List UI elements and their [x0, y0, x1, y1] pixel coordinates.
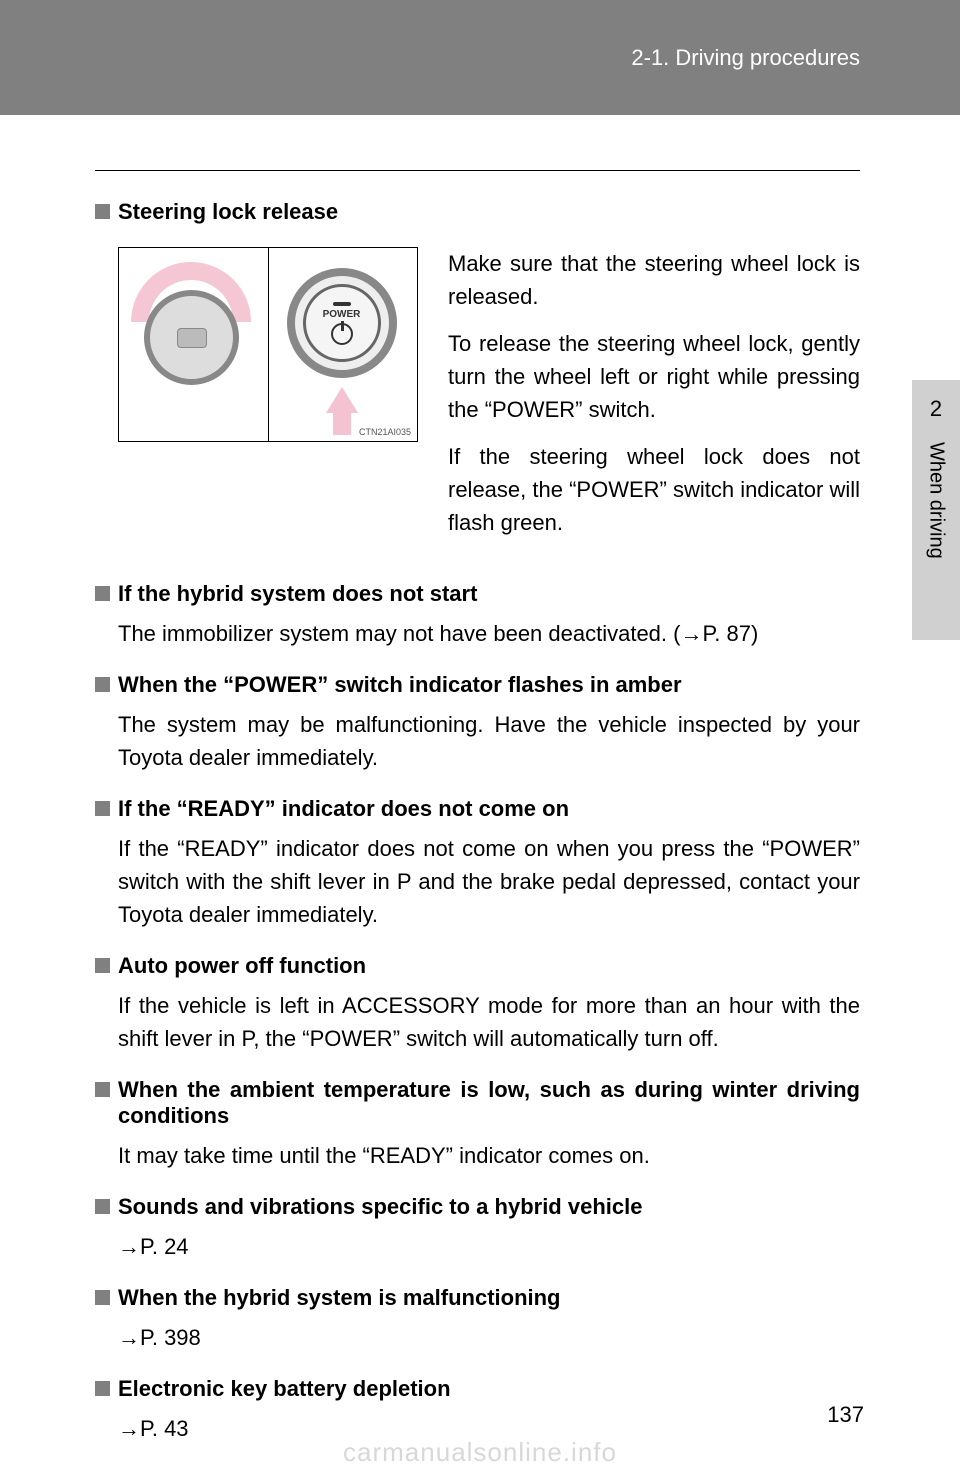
figure-paragraph: To release the steering wheel lock, gent…	[448, 327, 860, 426]
section-body: The system may be malfunctioning. Have t…	[118, 708, 860, 774]
section: When the ambient temperature is low, suc…	[95, 1077, 860, 1172]
section-title: When the hybrid system is malfunctioning	[118, 1285, 860, 1311]
section-heading: If the hybrid system does not start	[95, 581, 860, 607]
section-heading: When the ambient temperature is low, suc…	[95, 1077, 860, 1129]
figure-paragraph: If the steering wheel lock does not rele…	[448, 440, 860, 539]
bullet-icon	[95, 1199, 110, 1214]
section-body: If the vehicle is left in ACCESSORY mode…	[118, 989, 860, 1055]
divider	[95, 170, 860, 171]
section-body: If the “READY” indicator does not come o…	[118, 832, 860, 931]
section-heading: Electronic key battery depletion	[95, 1376, 860, 1402]
steering-hub-icon	[177, 328, 207, 348]
page-number: 137	[827, 1402, 864, 1428]
figure-caption: CTN21AI035	[359, 427, 411, 437]
bullet-icon	[95, 1290, 110, 1305]
bullet-icon	[95, 1381, 110, 1396]
section-title: Electronic key battery depletion	[118, 1376, 860, 1402]
section-title: If the hybrid system does not start	[118, 581, 860, 607]
side-tab: 2 When driving	[912, 380, 960, 640]
bullet-icon	[95, 586, 110, 601]
bullet-icon	[95, 204, 110, 219]
section-body: →P. 398	[118, 1321, 860, 1354]
power-symbol-icon	[331, 323, 353, 345]
bullet-icon	[95, 677, 110, 692]
section-title: When the ambient temperature is low, suc…	[118, 1077, 860, 1129]
chapter-number: 2	[912, 380, 960, 422]
breadcrumb: 2-1. Driving procedures	[631, 45, 860, 71]
figure-illustration: POWER CTN21AI035	[118, 247, 418, 442]
section: Electronic key battery depletion →P. 43	[95, 1376, 860, 1445]
watermark: carmanualsonline.info	[0, 1437, 960, 1468]
section: If the hybrid system does not start The …	[95, 581, 860, 650]
section-body: →P. 24	[118, 1230, 860, 1263]
chapter-label: When driving	[925, 442, 948, 559]
section-heading: When the “POWER” switch indicator flashe…	[95, 672, 860, 698]
section-body: The immobilizer system may not have been…	[118, 617, 860, 650]
header-banner: 2-1. Driving procedures	[0, 0, 960, 115]
up-arrow-stem-icon	[333, 409, 351, 435]
section-heading: When the hybrid system is malfunctioning	[95, 1285, 860, 1311]
section-body: It may take time until the “READY” indic…	[118, 1139, 860, 1172]
figure-text: Make sure that the steering wheel lock i…	[448, 247, 860, 553]
section-heading: Sounds and vibrations specific to a hybr…	[95, 1194, 860, 1220]
figure-power-button: POWER CTN21AI035	[268, 248, 418, 441]
section: If the “READY” indicator does not come o…	[95, 796, 860, 931]
section: Sounds and vibrations specific to a hybr…	[95, 1194, 860, 1263]
section-title: If the “READY” indicator does not come o…	[118, 796, 860, 822]
section-title: When the “POWER” switch indicator flashe…	[118, 672, 860, 698]
figure-paragraph: Make sure that the steering wheel lock i…	[448, 247, 860, 313]
power-button-label: POWER	[323, 309, 361, 320]
section-heading: Steering lock release	[95, 199, 860, 225]
figure-row: POWER CTN21AI035 Make sure that the stee…	[118, 247, 860, 553]
section-title: Auto power off function	[118, 953, 860, 979]
section-title: Sounds and vibrations specific to a hybr…	[118, 1194, 860, 1220]
bullet-icon	[95, 958, 110, 973]
section: When the “POWER” switch indicator flashe…	[95, 672, 860, 774]
power-button-face: POWER	[303, 284, 381, 362]
section: When the hybrid system is malfunctioning…	[95, 1285, 860, 1354]
section-heading: If the “READY” indicator does not come o…	[95, 796, 860, 822]
section-title: Steering lock release	[118, 199, 860, 225]
page-content: Steering lock release POWER CTN21AI035	[0, 115, 960, 1445]
power-led-icon	[333, 302, 351, 306]
section-heading: Auto power off function	[95, 953, 860, 979]
figure-steering-wheel	[119, 248, 268, 441]
section-steering-lock: Steering lock release	[95, 199, 860, 225]
bullet-icon	[95, 1082, 110, 1097]
section: Auto power off function If the vehicle i…	[95, 953, 860, 1055]
bullet-icon	[95, 801, 110, 816]
